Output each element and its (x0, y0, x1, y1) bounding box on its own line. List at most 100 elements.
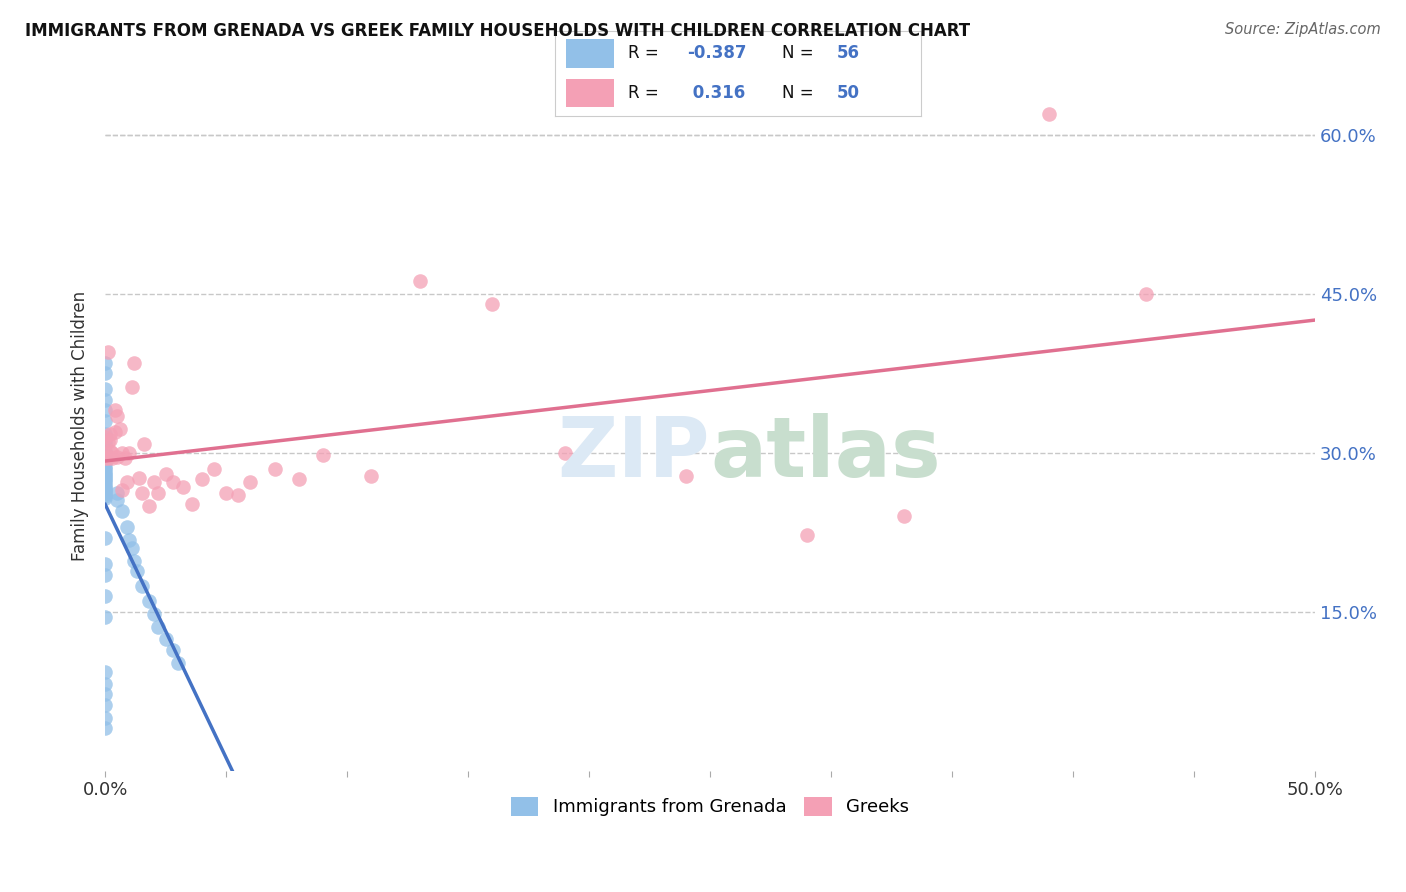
Point (97, 345, 120, 359)
FancyBboxPatch shape (567, 78, 614, 108)
Point (108, 422, 131, 436)
Point (111, 446, 134, 460)
Point (104, 403, 127, 417)
Point (94, 461, 117, 475)
Point (215, 486, 238, 500)
Point (172, 480, 194, 494)
FancyBboxPatch shape (567, 39, 614, 68)
Point (94, 589, 117, 603)
Point (94, 475, 117, 490)
Point (142, 607, 165, 621)
Point (191, 472, 214, 486)
Point (409, 274, 432, 288)
Point (142, 475, 165, 490)
Point (101, 446, 124, 460)
Point (94, 414, 117, 428)
Point (104, 425, 127, 439)
Point (94, 454, 117, 468)
Point (94, 403, 117, 417)
Point (226, 488, 249, 502)
Point (94, 456, 117, 470)
Point (94, 567, 117, 582)
Point (94, 477, 117, 491)
Point (94, 721, 117, 735)
Point (94, 711, 117, 725)
Point (105, 450, 128, 464)
Point (155, 632, 177, 647)
Point (181, 497, 204, 511)
Point (98, 443, 121, 458)
Text: Source: ZipAtlas.com: Source: ZipAtlas.com (1225, 22, 1381, 37)
Legend: Immigrants from Grenada, Greeks: Immigrants from Grenada, Greeks (503, 789, 917, 823)
Point (94, 482, 117, 496)
Point (121, 380, 143, 394)
Text: 50: 50 (837, 84, 860, 102)
Point (263, 461, 285, 475)
Point (148, 486, 170, 500)
Text: ZIP: ZIP (558, 413, 710, 494)
Point (138, 594, 160, 608)
Point (94, 451, 117, 466)
Point (796, 528, 818, 542)
Point (97, 435, 120, 450)
Text: N =: N = (782, 45, 814, 62)
Point (118, 533, 141, 547)
Point (115, 520, 138, 534)
Point (202, 461, 225, 475)
Point (138, 499, 160, 513)
Point (312, 448, 335, 462)
Point (121, 541, 143, 556)
Point (675, 469, 697, 483)
Point (94, 430, 117, 444)
Point (94, 392, 117, 407)
Point (132, 437, 155, 451)
Point (94, 485, 117, 500)
Text: N =: N = (782, 84, 814, 102)
Point (893, 509, 915, 524)
Point (94, 471, 117, 485)
Point (554, 446, 576, 460)
Point (94, 446, 117, 460)
Point (94, 382, 117, 396)
Y-axis label: Family Households with Children: Family Households with Children (72, 291, 89, 561)
Point (162, 643, 184, 657)
Point (115, 475, 138, 490)
Point (94, 469, 117, 483)
Point (148, 619, 170, 633)
Point (98, 426, 121, 441)
Point (94, 487, 117, 501)
Point (94, 698, 117, 712)
Point (94, 433, 117, 447)
Point (125, 565, 148, 579)
Point (94, 437, 117, 451)
Point (94, 448, 117, 462)
Point (94, 491, 117, 506)
Point (94, 677, 117, 691)
Point (94, 465, 117, 479)
Point (94, 483, 117, 497)
Point (118, 446, 141, 460)
Point (122, 554, 145, 568)
Point (166, 656, 188, 670)
Point (94, 531, 117, 545)
Point (94, 367, 117, 381)
Point (97, 451, 120, 466)
Point (94, 451, 117, 466)
Point (131, 579, 153, 593)
Point (98, 433, 121, 447)
Text: atlas: atlas (710, 413, 941, 494)
Text: R =: R = (628, 45, 659, 62)
Point (105, 409, 128, 423)
Text: 56: 56 (837, 45, 860, 62)
Point (94, 489, 117, 503)
Point (94, 443, 117, 458)
Text: 0.316: 0.316 (688, 84, 745, 102)
Point (94, 356, 117, 370)
Point (101, 451, 124, 466)
Text: -0.387: -0.387 (688, 45, 747, 62)
Point (122, 356, 145, 370)
Point (111, 483, 134, 497)
Point (239, 475, 262, 490)
Point (94, 665, 117, 680)
Point (131, 486, 153, 500)
